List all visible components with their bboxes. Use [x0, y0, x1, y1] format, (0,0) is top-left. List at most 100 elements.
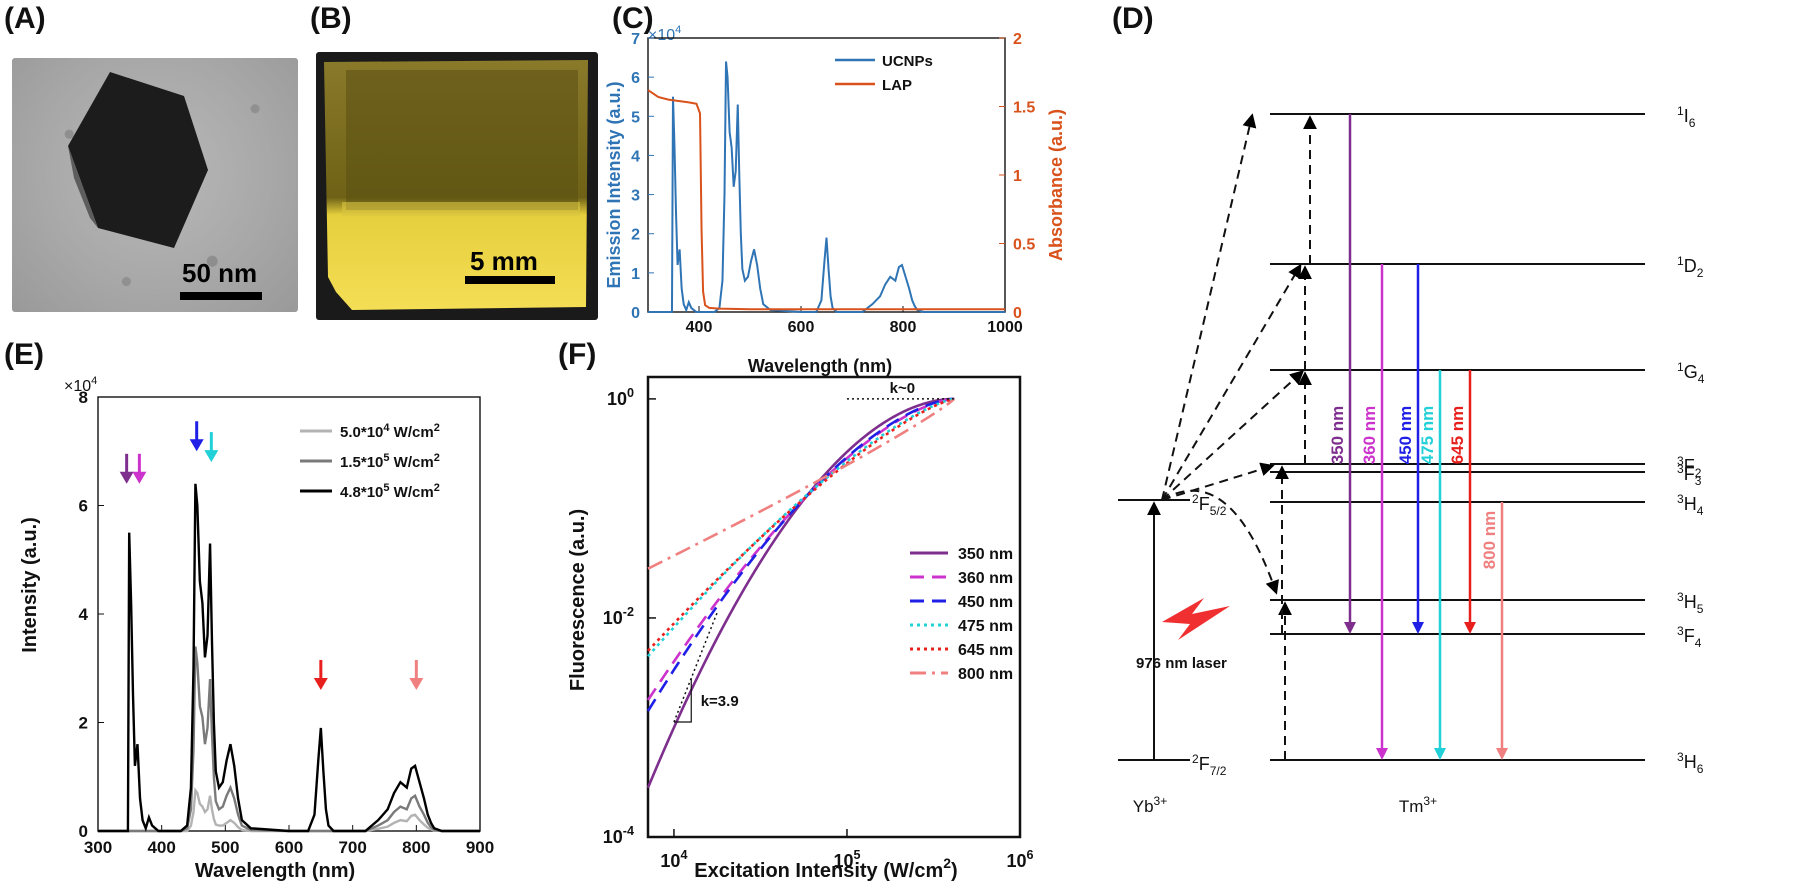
tem-image [12, 58, 298, 312]
chart-c-ytick-label: 2 [631, 227, 640, 244]
chart-c-y2tick-label: 0 [1013, 305, 1022, 322]
chart-c-y2tick-label: 0.5 [1013, 237, 1035, 254]
peak-arrow-head [204, 450, 219, 463]
chart-c-ytick-label: 7 [631, 31, 640, 48]
energy-transfer-arrow [1161, 489, 1279, 595]
energy-transfer-arrow [1161, 113, 1257, 501]
emission-arrow-head [1344, 622, 1356, 634]
energy-transfer-arrow [1161, 263, 1302, 501]
series-350-nm-line [646, 397, 955, 789]
chart-e-ylabel: Intensity (a.u.) [19, 517, 41, 653]
chart-e-xtick-label: 800 [402, 838, 430, 857]
nanocrystal-hexagon [68, 72, 208, 248]
series-ucnps-line [648, 61, 1005, 313]
tm-level-label: 1I6 [1677, 104, 1696, 130]
emission-label: 645 nm [1448, 406, 1467, 465]
emission-label: 360 nm [1360, 406, 1379, 465]
slope-label-high: k~0 [890, 380, 915, 397]
chart-f-xtick-label: 106 [1006, 848, 1033, 871]
legend-f-label: 450 nm [958, 594, 1013, 611]
tm-ion-label: Tm3+ [1399, 794, 1437, 816]
peak-arrow-head [409, 677, 424, 690]
chart-f-xlabel: Excitation Intensity (W/cm2) [694, 855, 957, 882]
legend-e-label: 5.0*104 W/cm2 [340, 422, 440, 441]
chart-e-xtick-label: 500 [211, 838, 239, 857]
peak-arrow-head [189, 439, 204, 452]
chart-e-ytick-label: 4 [79, 605, 89, 624]
series-1.5e5-line [98, 646, 480, 833]
panel-label-a: (A) [4, 2, 46, 35]
series-800-nm-line [647, 397, 956, 570]
tm-level-label: 3H4 [1677, 492, 1704, 518]
panel-label-d: (D) [1112, 2, 1154, 35]
chart-f-ylabel: Fluorescence (a.u.) [567, 509, 589, 691]
series-645-nm-line [647, 397, 955, 652]
chart-e-ytick-label: 2 [79, 714, 88, 733]
cuvette-photo [316, 52, 598, 320]
chart-c-xlabel: Wavelength (nm) [748, 356, 892, 376]
emission-arrow-head [1434, 748, 1446, 760]
panel-label-b: (B) [310, 2, 352, 35]
emission-arrow-head [1496, 748, 1508, 760]
chart-e: ×104 300 400 500 600 700 800 900 0 2 4 6 8 Intensit… [19, 375, 494, 882]
series-360-nm-line [646, 397, 955, 701]
cuvette-scale-bar [465, 276, 555, 284]
chart-e-xlabel: Wavelength (nm) [195, 860, 355, 882]
chart-e-ytick-label: 8 [79, 388, 88, 407]
chart-f: 104 105 106 10-4 10-2 100 k=3.9 k~0 Fluorescenc… [567, 375, 1034, 882]
panel-label-c: (C) [612, 2, 654, 35]
cuvette-drawing [324, 60, 588, 310]
tm-level-label: 3F4 [1677, 624, 1702, 650]
series-4.8e5-line [98, 483, 480, 833]
legend-lap-label: LAP [882, 77, 912, 94]
legend-ucnps-label: UCNPs [882, 53, 933, 70]
chart-c-xtick-label: 400 [686, 319, 713, 336]
legend-f-label: 800 nm [958, 666, 1013, 683]
emission-label: 800 nm [1480, 511, 1499, 570]
panel-label-e: (E) [4, 338, 44, 371]
chart-e-xtick-label: 900 [466, 838, 494, 857]
energy-transfer-arrow [1161, 462, 1275, 501]
chart-f-frame [646, 375, 1022, 839]
peak-arrow-head [313, 677, 328, 690]
yb-level-label: 2F5/2 [1192, 492, 1227, 518]
chart-e-ytick-label: 6 [79, 497, 88, 516]
peak-arrow-head [132, 471, 147, 484]
chart-c-y2tick-label: 2 [1013, 31, 1022, 48]
tm-level-label: 1D2 [1677, 254, 1704, 280]
legend-f-label: 360 nm [958, 570, 1013, 587]
series-450-nm-line [646, 397, 955, 712]
chart-e-xtick-label: 700 [338, 838, 366, 857]
energy-transfer-arrow [1161, 370, 1305, 501]
chart-e-xtick-label: 400 [147, 838, 175, 857]
chart-f-ytick-label: 10-4 [603, 824, 634, 847]
chart-c-ytick-label: 4 [631, 148, 640, 165]
chart-c-y2tick-label: 1 [1013, 168, 1022, 185]
chart-f-ytick-label: 100 [607, 386, 634, 409]
slope-label-low: k=3.9 [701, 693, 739, 710]
chart-f-xtick-label: 105 [833, 848, 860, 871]
series-lap-line [647, 89, 1005, 311]
chart-c-ytick-label: 6 [631, 70, 640, 87]
tm-level-label: 3F3 [1677, 462, 1702, 488]
emission-label: 475 nm [1418, 406, 1437, 465]
peak-arrow-head [119, 471, 134, 484]
legend-e-label: 4.8*105 W/cm2 [340, 482, 440, 501]
panel-label-f: (F) [558, 338, 597, 371]
chart-c-ylabel: Emission Intensity (a.u.) [604, 81, 624, 288]
series-475-nm-line [647, 397, 955, 658]
tem-scale-label: 50 nm [182, 258, 258, 288]
tm-level-label: 3H6 [1677, 750, 1704, 776]
chart-e-exponent: ×104 [64, 375, 97, 395]
yb-level-label: 2F7/2 [1192, 752, 1227, 778]
tm-level-label: 1G4 [1677, 360, 1705, 386]
legend-e-label: 1.5*105 W/cm2 [340, 452, 440, 471]
chart-c-xtick-label: 1000 [987, 319, 1023, 336]
tm-level-label: 3F2 [1677, 454, 1702, 480]
tem-scale-bar [180, 292, 262, 300]
chart-c-xtick-label: 800 [890, 319, 917, 336]
cuvette-scale-label: 5 mm [470, 246, 538, 276]
legend-f-label: 475 nm [958, 618, 1013, 635]
